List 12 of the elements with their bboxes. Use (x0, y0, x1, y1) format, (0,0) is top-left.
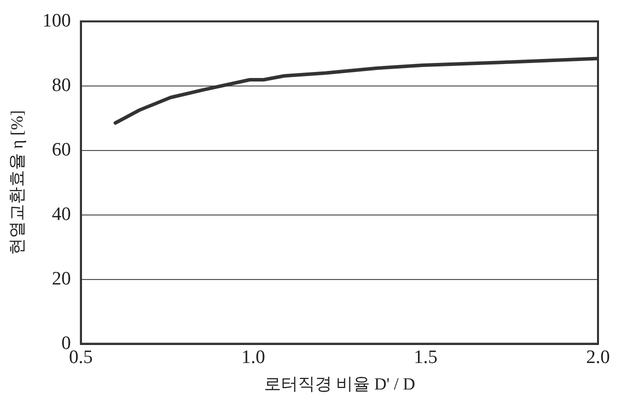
y-tick-label: 0 (61, 332, 71, 354)
x-tick-label: 0.5 (69, 347, 93, 368)
x-axis-title: 로터직경 비율 D' / D (264, 374, 416, 394)
x-tick-label: 1.0 (241, 347, 266, 368)
y-tick-label: 20 (52, 268, 71, 290)
x-tick-label: 2.0 (586, 347, 610, 368)
y-tick-label: 100 (42, 10, 71, 32)
x-tick-label: 1.5 (414, 347, 438, 368)
y-tick-label: 40 (52, 204, 71, 225)
y-axis-title: 현열교환효율 η [%] (8, 110, 27, 256)
y-tick-label: 80 (52, 74, 71, 96)
y-tick-label: 60 (52, 139, 71, 160)
